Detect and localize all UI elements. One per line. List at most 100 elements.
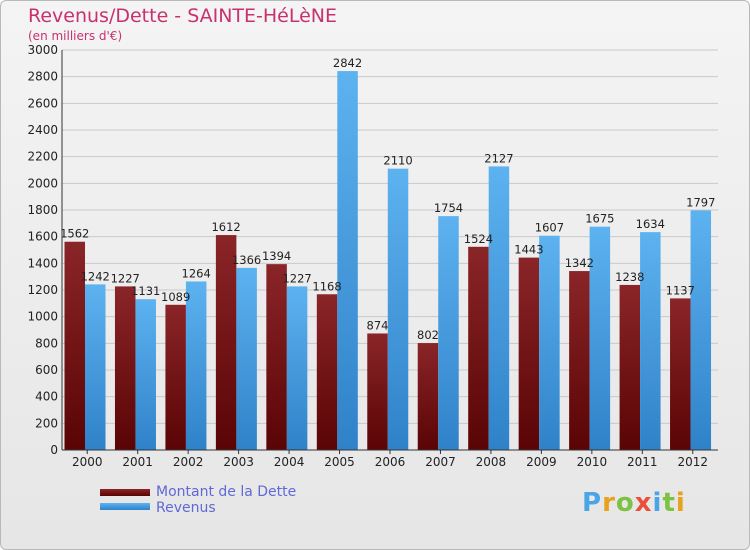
y-tick-label: 400 [35,390,58,404]
bar-dette-2009 [518,257,540,450]
bar-revenus-2011 [640,232,661,450]
y-tick-label: 1800 [27,203,58,217]
value-label-revenus-2012: 1797 [686,195,715,209]
value-label-dette-2012: 1137 [666,283,695,297]
x-tick-label: 2009 [526,455,557,469]
bar-revenus-2006 [387,168,409,450]
value-label-revenus-2009: 1607 [535,221,564,235]
y-tick-label: 1400 [27,256,58,270]
bar-revenus-2002 [185,281,207,450]
logo-letter: x [634,488,653,518]
y-tick-label: 2400 [27,123,58,137]
x-tick-label: 2012 [677,455,708,469]
bar-dette-2000 [64,241,85,450]
value-label-dette-2010: 1342 [565,256,594,270]
bar-revenus-2003 [236,267,257,450]
y-tick-label: 2200 [27,150,58,164]
bar-revenus-2010 [589,226,611,450]
value-label-dette-2008: 1524 [464,232,493,246]
value-label-revenus-2001: 1131 [131,284,160,298]
x-tick-label: 2007 [425,455,456,469]
legend-swatch-revenus [100,503,150,510]
y-tick-label: 0 [50,443,58,457]
value-label-revenus-2003: 1366 [232,253,261,267]
x-tick-label: 2003 [223,455,254,469]
y-tick-label: 800 [35,336,58,350]
y-tick-label: 1200 [27,283,58,297]
bars [64,71,712,451]
value-label-revenus-2000: 1242 [81,269,110,283]
y-tick-label: 1600 [27,230,58,244]
value-label-dette-2006: 874 [367,318,389,332]
bar-revenus-2009 [539,235,560,450]
bar-dette-2008 [468,246,489,450]
bar-revenus-2000 [85,284,106,450]
y-tick-label: 3000 [27,43,58,57]
bar-revenus-2012 [690,210,712,450]
chart-subtitle: (en milliers d'€) [28,29,123,43]
legend-swatch-dette [100,489,150,496]
y-tick-label: 1000 [27,310,58,324]
value-label-revenus-2005: 2842 [333,56,362,70]
y-tick-label: 600 [35,363,58,377]
x-tick-label: 2008 [476,455,507,469]
value-label-revenus-2008: 2127 [484,151,513,165]
value-label-dette-2004: 1394 [262,249,291,263]
value-label-dette-2005: 1168 [312,279,341,293]
proxiti-logo: Proxiti [582,488,686,518]
value-label-dette-2011: 1238 [615,270,644,284]
logo-letter: t [662,488,676,518]
value-label-dette-2009: 1443 [514,243,543,257]
value-label-revenus-2002: 1264 [182,266,211,280]
y-tick-label: 200 [35,416,58,430]
bar-revenus-2007 [438,216,459,450]
legend-label-dette: Montant de la Dette [156,484,297,500]
legend-label-revenus: Revenus [156,500,216,516]
bar-dette-2007 [417,343,439,450]
bar-dette-2010 [569,271,590,450]
x-tick-label: 2000 [72,455,103,469]
value-label-revenus-2004: 1227 [282,271,311,285]
x-tick-label: 2004 [274,455,305,469]
axes: 0 200 400 600 800 1000 1200 1400 1600 1800 2000 220… [27,43,718,469]
value-label-revenus-2010: 1675 [585,212,614,226]
bar-dette-2006 [367,333,388,450]
chart-title: Revenus/Dette - SAINTE-HéLèNE [28,5,338,27]
x-tick-label: 2011 [627,455,658,469]
logo-letter: i [675,488,686,518]
value-label-revenus-2011: 1634 [636,217,665,231]
bar-revenus-2008 [488,166,510,450]
logo-letter: r [602,488,616,518]
logo-letter: o [615,488,635,518]
value-label-revenus-2006: 2110 [383,154,412,168]
logo-letter: i [652,488,663,518]
value-label-dette-2007: 802 [417,328,439,342]
value-label-dette-2000: 1562 [60,227,89,241]
value-label-revenus-2007: 1754 [434,201,463,215]
bar-dette-2001 [114,286,136,450]
bar-dette-2012 [670,298,691,450]
x-tick-label: 2005 [324,455,355,469]
y-tick-label: 2800 [27,70,58,84]
bar-revenus-2005 [337,71,358,451]
bar-dette-2011 [619,284,641,450]
x-tick-label: 2010 [577,455,608,469]
logo-letter: P [582,488,603,518]
bar-revenus-2001 [135,299,156,450]
x-tick-label: 2002 [173,455,204,469]
value-label-dette-2003: 1612 [211,220,240,234]
bar-dette-2003 [215,235,237,450]
y-tick-label: 2000 [27,176,58,190]
bar-dette-2004 [266,264,287,450]
value-label-dette-2001: 1227 [111,271,140,285]
x-tick-label: 2006 [375,455,406,469]
bar-dette-2002 [165,304,186,450]
x-tick-label: 2001 [122,455,153,469]
y-tick-label: 2600 [27,96,58,110]
value-label-dette-2002: 1089 [161,290,190,304]
bar-dette-2005 [316,294,338,450]
bar-revenus-2004 [286,286,308,450]
